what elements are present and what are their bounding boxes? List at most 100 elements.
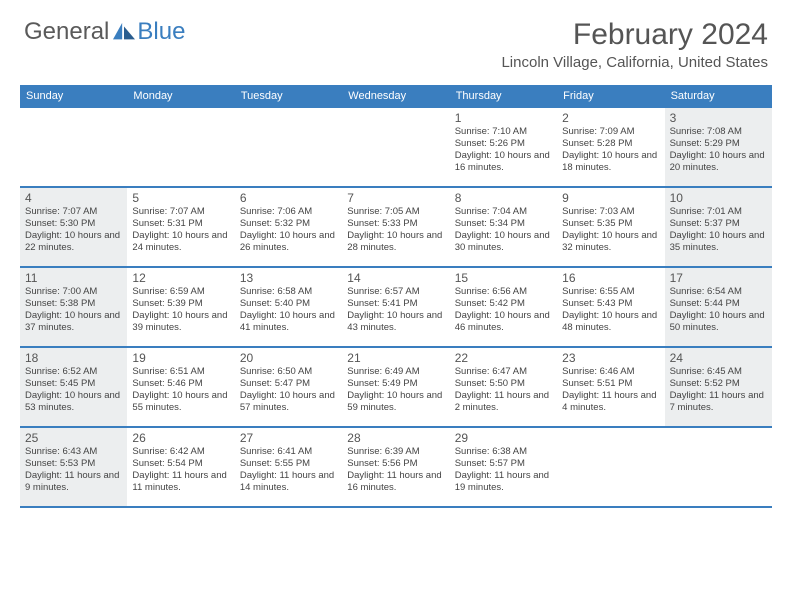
title-block: February 2024 Lincoln Village, Californi… — [501, 18, 768, 71]
day-number: 19 — [132, 351, 229, 365]
calendar-cell: 8Sunrise: 7:04 AMSunset: 5:34 PMDaylight… — [450, 188, 557, 266]
day-header: Saturday — [665, 86, 772, 106]
day-header-row: SundayMondayTuesdayWednesdayThursdayFrid… — [20, 85, 772, 106]
calendar-cell — [557, 428, 664, 506]
day-number: 26 — [132, 431, 229, 445]
sunset-line: Sunset: 5:56 PM — [347, 458, 444, 470]
logo-mark-icon — [113, 22, 135, 42]
sunset-line: Sunset: 5:37 PM — [670, 218, 767, 230]
logo: General Blue — [24, 18, 185, 46]
sunset-line: Sunset: 5:33 PM — [347, 218, 444, 230]
daylight-line: Daylight: 10 hours and 43 minutes. — [347, 310, 444, 334]
sunrise-line: Sunrise: 7:10 AM — [455, 126, 552, 138]
calendar-cell: 17Sunrise: 6:54 AMSunset: 5:44 PMDayligh… — [665, 268, 772, 346]
sunrise-line: Sunrise: 6:42 AM — [132, 446, 229, 458]
sunset-line: Sunset: 5:54 PM — [132, 458, 229, 470]
sunset-line: Sunset: 5:50 PM — [455, 378, 552, 390]
sunset-line: Sunset: 5:44 PM — [670, 298, 767, 310]
sunrise-line: Sunrise: 7:05 AM — [347, 206, 444, 218]
daylight-line: Daylight: 11 hours and 2 minutes. — [455, 390, 552, 414]
day-number: 16 — [562, 271, 659, 285]
daylight-line: Daylight: 11 hours and 11 minutes. — [132, 470, 229, 494]
sunrise-line: Sunrise: 6:43 AM — [25, 446, 122, 458]
daylight-line: Daylight: 10 hours and 30 minutes. — [455, 230, 552, 254]
calendar-cell: 25Sunrise: 6:43 AMSunset: 5:53 PMDayligh… — [20, 428, 127, 506]
calendar-cell: 22Sunrise: 6:47 AMSunset: 5:50 PMDayligh… — [450, 348, 557, 426]
day-number: 29 — [455, 431, 552, 445]
daylight-line: Daylight: 10 hours and 55 minutes. — [132, 390, 229, 414]
calendar-cell: 15Sunrise: 6:56 AMSunset: 5:42 PMDayligh… — [450, 268, 557, 346]
sunset-line: Sunset: 5:43 PM — [562, 298, 659, 310]
calendar-cell: 3Sunrise: 7:08 AMSunset: 5:29 PMDaylight… — [665, 108, 772, 186]
daylight-line: Daylight: 10 hours and 46 minutes. — [455, 310, 552, 334]
sunrise-line: Sunrise: 6:38 AM — [455, 446, 552, 458]
calendar-cell: 12Sunrise: 6:59 AMSunset: 5:39 PMDayligh… — [127, 268, 234, 346]
week-row: 11Sunrise: 7:00 AMSunset: 5:38 PMDayligh… — [20, 266, 772, 346]
sunrise-line: Sunrise: 7:00 AM — [25, 286, 122, 298]
sunset-line: Sunset: 5:39 PM — [132, 298, 229, 310]
daylight-line: Daylight: 10 hours and 48 minutes. — [562, 310, 659, 334]
day-number: 22 — [455, 351, 552, 365]
daylight-line: Daylight: 10 hours and 16 minutes. — [455, 150, 552, 174]
daylight-line: Daylight: 10 hours and 35 minutes. — [670, 230, 767, 254]
header: General Blue February 2024 Lincoln Villa… — [0, 0, 792, 77]
sunset-line: Sunset: 5:52 PM — [670, 378, 767, 390]
location-text: Lincoln Village, California, United Stat… — [501, 54, 768, 71]
sunset-line: Sunset: 5:41 PM — [347, 298, 444, 310]
day-number: 9 — [562, 191, 659, 205]
sunset-line: Sunset: 5:53 PM — [25, 458, 122, 470]
calendar-cell: 26Sunrise: 6:42 AMSunset: 5:54 PMDayligh… — [127, 428, 234, 506]
day-number: 25 — [25, 431, 122, 445]
calendar-cell — [342, 108, 449, 186]
day-header: Friday — [557, 86, 664, 106]
daylight-line: Daylight: 10 hours and 24 minutes. — [132, 230, 229, 254]
day-number: 20 — [240, 351, 337, 365]
day-number: 23 — [562, 351, 659, 365]
sunset-line: Sunset: 5:29 PM — [670, 138, 767, 150]
day-number: 12 — [132, 271, 229, 285]
daylight-line: Daylight: 11 hours and 9 minutes. — [25, 470, 122, 494]
sunset-line: Sunset: 5:35 PM — [562, 218, 659, 230]
daylight-line: Daylight: 11 hours and 16 minutes. — [347, 470, 444, 494]
calendar-cell: 16Sunrise: 6:55 AMSunset: 5:43 PMDayligh… — [557, 268, 664, 346]
day-number: 7 — [347, 191, 444, 205]
day-number: 6 — [240, 191, 337, 205]
daylight-line: Daylight: 10 hours and 41 minutes. — [240, 310, 337, 334]
sunrise-line: Sunrise: 6:47 AM — [455, 366, 552, 378]
calendar-cell: 6Sunrise: 7:06 AMSunset: 5:32 PMDaylight… — [235, 188, 342, 266]
day-number: 10 — [670, 191, 767, 205]
sunset-line: Sunset: 5:47 PM — [240, 378, 337, 390]
daylight-line: Daylight: 10 hours and 28 minutes. — [347, 230, 444, 254]
daylight-line: Daylight: 11 hours and 14 minutes. — [240, 470, 337, 494]
calendar-cell: 27Sunrise: 6:41 AMSunset: 5:55 PMDayligh… — [235, 428, 342, 506]
sunrise-line: Sunrise: 6:54 AM — [670, 286, 767, 298]
sunset-line: Sunset: 5:42 PM — [455, 298, 552, 310]
day-header: Wednesday — [342, 86, 449, 106]
day-number: 21 — [347, 351, 444, 365]
sunrise-line: Sunrise: 6:56 AM — [455, 286, 552, 298]
daylight-line: Daylight: 10 hours and 37 minutes. — [25, 310, 122, 334]
daylight-line: Daylight: 10 hours and 26 minutes. — [240, 230, 337, 254]
sunset-line: Sunset: 5:26 PM — [455, 138, 552, 150]
sunrise-line: Sunrise: 6:52 AM — [25, 366, 122, 378]
week-row: 1Sunrise: 7:10 AMSunset: 5:26 PMDaylight… — [20, 106, 772, 186]
sunrise-line: Sunrise: 7:09 AM — [562, 126, 659, 138]
daylight-line: Daylight: 10 hours and 57 minutes. — [240, 390, 337, 414]
day-number: 11 — [25, 271, 122, 285]
day-number: 5 — [132, 191, 229, 205]
sunrise-line: Sunrise: 6:57 AM — [347, 286, 444, 298]
daylight-line: Daylight: 10 hours and 59 minutes. — [347, 390, 444, 414]
sunset-line: Sunset: 5:30 PM — [25, 218, 122, 230]
day-number: 14 — [347, 271, 444, 285]
sunset-line: Sunset: 5:46 PM — [132, 378, 229, 390]
calendar-cell: 5Sunrise: 7:07 AMSunset: 5:31 PMDaylight… — [127, 188, 234, 266]
daylight-line: Daylight: 10 hours and 53 minutes. — [25, 390, 122, 414]
sunrise-line: Sunrise: 6:59 AM — [132, 286, 229, 298]
day-number: 18 — [25, 351, 122, 365]
day-header: Sunday — [20, 86, 127, 106]
sunset-line: Sunset: 5:57 PM — [455, 458, 552, 470]
day-number: 8 — [455, 191, 552, 205]
day-number: 28 — [347, 431, 444, 445]
daylight-line: Daylight: 10 hours and 20 minutes. — [670, 150, 767, 174]
calendar-cell: 10Sunrise: 7:01 AMSunset: 5:37 PMDayligh… — [665, 188, 772, 266]
